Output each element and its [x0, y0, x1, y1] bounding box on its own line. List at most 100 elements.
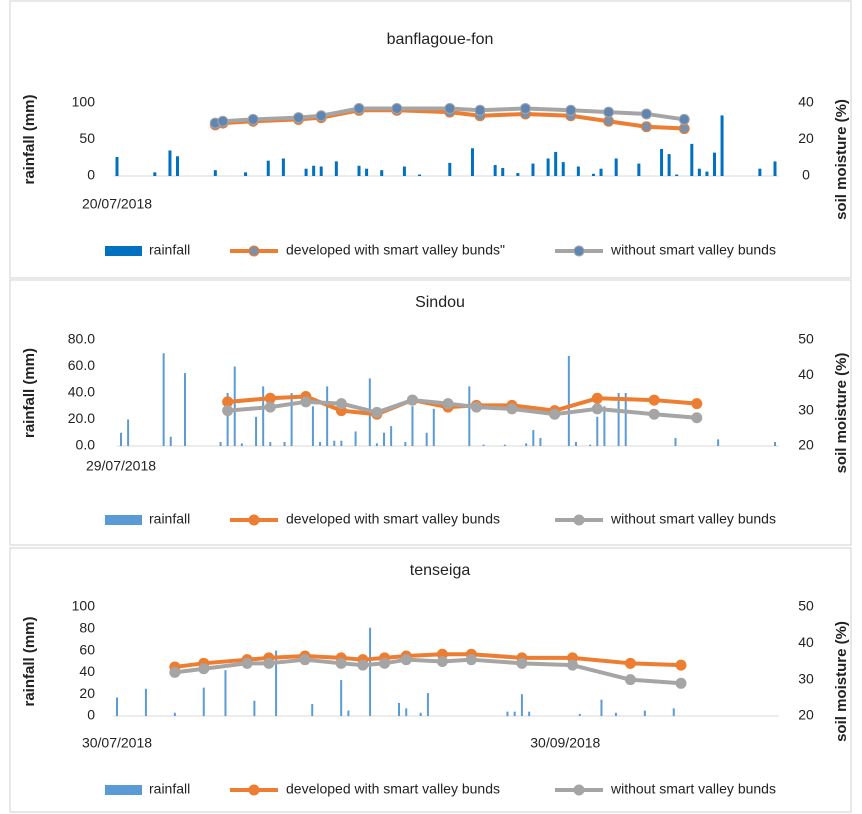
x-tick-label: 29/07/2018	[86, 458, 156, 474]
bar	[127, 419, 130, 446]
bar	[516, 173, 520, 176]
bar	[426, 693, 429, 716]
point	[648, 408, 660, 420]
bar	[176, 156, 180, 176]
y-tick-label: 50	[79, 130, 95, 146]
y2-axis-title: soil moisture (%)	[833, 621, 850, 742]
bar	[404, 442, 407, 446]
point	[549, 408, 561, 420]
legend-marker	[573, 784, 585, 796]
bar	[340, 680, 343, 716]
legend-label: rainfall	[149, 781, 190, 797]
bar	[319, 442, 322, 446]
bar	[357, 165, 361, 176]
bar	[503, 444, 506, 446]
bar	[589, 444, 592, 446]
y2-tick-label: 20	[798, 707, 814, 723]
point	[379, 657, 391, 669]
bar	[153, 172, 157, 176]
point	[442, 398, 454, 410]
bar	[773, 161, 777, 176]
bar	[561, 162, 565, 176]
legend-swatch	[105, 246, 142, 256]
bar	[226, 393, 229, 446]
y-tick-label: 0	[87, 167, 95, 183]
point	[406, 394, 418, 406]
y-axis-title: rainfall (mm)	[21, 94, 38, 184]
point	[335, 657, 347, 669]
x-tick-label: 30/09/2018	[530, 735, 600, 751]
bar	[554, 151, 558, 176]
y-axis-title: rainfall (mm)	[21, 616, 38, 706]
point	[217, 115, 229, 127]
point	[299, 654, 311, 666]
bar	[233, 366, 236, 446]
bar	[347, 710, 350, 716]
chart-title: tenseiga	[410, 562, 471, 579]
y-axis-title: rainfall (mm)	[21, 348, 38, 438]
bar	[675, 174, 679, 176]
bar	[674, 438, 677, 446]
bar	[528, 711, 531, 716]
bar	[398, 702, 400, 716]
bar	[520, 694, 523, 716]
chart-title: Sindou	[415, 294, 465, 311]
point	[400, 654, 412, 666]
point	[678, 113, 690, 125]
point	[444, 102, 456, 114]
bar	[531, 163, 535, 176]
bar	[513, 711, 516, 716]
bar	[525, 443, 528, 446]
point	[648, 394, 660, 406]
bar	[333, 440, 336, 446]
legend-marker	[248, 784, 260, 796]
bar	[660, 148, 664, 176]
bar	[624, 393, 627, 446]
bar	[600, 699, 603, 716]
panel-frame	[9, 547, 852, 813]
bar	[402, 166, 406, 176]
bar	[326, 386, 329, 446]
y-tick-label: 60.0	[68, 357, 95, 373]
point	[241, 657, 253, 669]
point	[335, 398, 347, 410]
bar	[281, 158, 285, 176]
point	[264, 401, 276, 413]
y-tick-label: 20.0	[68, 410, 95, 426]
bar	[283, 442, 286, 446]
bar	[383, 432, 386, 446]
bar	[262, 386, 265, 446]
bar	[567, 355, 570, 446]
legend-label: rainfall	[149, 511, 190, 527]
bar	[290, 393, 293, 446]
point	[691, 412, 703, 424]
point	[357, 659, 369, 671]
bar	[168, 150, 172, 176]
bar	[202, 687, 205, 716]
point	[465, 654, 477, 666]
point	[675, 677, 687, 689]
legend-swatch	[105, 515, 142, 525]
point	[640, 108, 652, 120]
point	[603, 115, 615, 127]
point	[315, 110, 327, 122]
y-tick-label: 80	[79, 620, 95, 636]
point	[169, 666, 181, 678]
y-tick-label: 100	[72, 94, 96, 110]
bar	[380, 170, 384, 176]
legend-label: developed with smart valley bunds	[286, 781, 500, 797]
bar	[501, 167, 505, 176]
point	[675, 659, 687, 671]
y2-tick-label: 40	[798, 94, 814, 110]
y2-axis-title: soil moisture (%)	[833, 99, 850, 220]
legend-marker	[248, 245, 260, 257]
chart-title: banflagoue-fon	[387, 31, 494, 48]
bar	[375, 443, 378, 446]
y2-axis-title: soil moisture (%)	[833, 353, 850, 474]
bar	[614, 712, 617, 716]
point	[624, 674, 636, 686]
legend-label: without smart valley bunds	[610, 511, 776, 527]
point	[516, 657, 528, 669]
bar	[574, 442, 577, 446]
